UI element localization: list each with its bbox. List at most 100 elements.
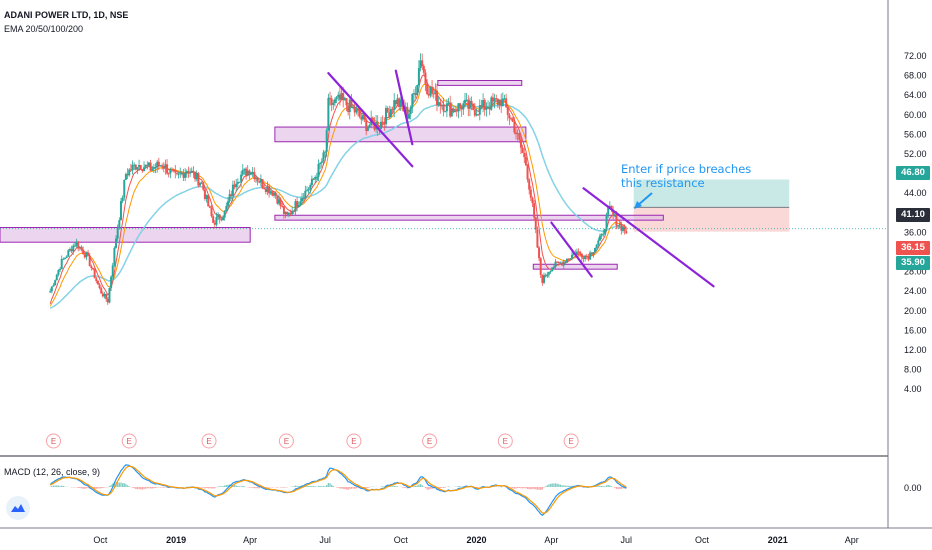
- earnings-marker: [121, 433, 137, 449]
- candle-body: [536, 229, 539, 248]
- candle-body: [213, 222, 216, 225]
- candle-body: [268, 186, 271, 194]
- candle-body: [373, 122, 376, 130]
- candle-body: [557, 261, 560, 263]
- candle-body: [467, 99, 470, 109]
- candle-body: [602, 233, 605, 235]
- candle-body: [77, 241, 80, 249]
- candle-body: [223, 210, 226, 218]
- candle-body: [151, 168, 154, 171]
- candle-body: [116, 228, 119, 239]
- candle-body: [613, 214, 616, 216]
- earnings-marker: [563, 433, 579, 449]
- candle-body: [617, 225, 620, 227]
- indicator-label[interactable]: EMA 20/50/100/200: [4, 24, 84, 34]
- candle-body: [603, 228, 606, 234]
- candle-body: [250, 172, 253, 175]
- earnings-marker: [278, 433, 294, 449]
- candle-body: [143, 167, 146, 172]
- candle-body: [371, 117, 374, 123]
- x-tick-label: 2020: [466, 535, 486, 545]
- tradingview-logo[interactable]: [6, 496, 30, 520]
- candle-body: [485, 107, 488, 110]
- candle-body: [203, 189, 206, 199]
- candle-body: [345, 98, 348, 106]
- candle-body: [205, 195, 208, 199]
- candle-body: [235, 183, 238, 188]
- earnings-marker-label: E: [284, 437, 289, 446]
- macd-signal-line: [49, 465, 627, 514]
- candle-body: [338, 94, 341, 100]
- candle-body: [133, 164, 136, 166]
- symbol-title[interactable]: ADANI POWER LTD, 1D, NSE: [4, 10, 129, 20]
- candle-body: [179, 173, 182, 175]
- support-resistance-zone: [532, 263, 618, 270]
- candle-body: [597, 240, 600, 245]
- y-tick-label: 20.00: [904, 306, 927, 316]
- candle-body: [121, 197, 124, 202]
- candle-body: [310, 178, 313, 186]
- candle-body: [291, 211, 294, 215]
- candle-body: [152, 167, 155, 169]
- candle-body: [598, 235, 601, 241]
- candle-body: [585, 255, 588, 257]
- target-zone: [633, 179, 790, 208]
- candle-body: [452, 108, 455, 113]
- earnings-marker-label: E: [206, 437, 211, 446]
- candle-body: [55, 274, 58, 281]
- candle-body: [429, 86, 432, 96]
- earnings-marker-label: E: [427, 437, 432, 446]
- candle-body: [542, 275, 545, 283]
- candle-body: [309, 185, 312, 189]
- earnings-marker-label: E: [503, 437, 508, 446]
- candle-body: [141, 170, 144, 172]
- candle-body: [161, 165, 164, 167]
- candle-body: [72, 245, 75, 252]
- candle-body: [164, 164, 167, 169]
- candle-body: [404, 106, 407, 112]
- candle-body: [138, 165, 141, 168]
- candle-body: [439, 102, 442, 107]
- candle-body: [100, 288, 103, 294]
- candle-body: [556, 261, 559, 263]
- price-tag-last: 35.90: [896, 256, 930, 270]
- candle-body: [208, 206, 211, 208]
- candle-body: [569, 258, 572, 260]
- candle-body: [608, 205, 611, 207]
- candle-body: [324, 151, 327, 153]
- candle-body: [612, 209, 615, 215]
- candle-body: [128, 169, 131, 176]
- earnings-marker-label: E: [351, 437, 356, 446]
- annotation-line: this resistance: [621, 176, 705, 190]
- candle-body: [358, 110, 361, 117]
- candle-body: [253, 171, 256, 180]
- candle-body: [261, 179, 264, 189]
- macd-label[interactable]: MACD (12, 26, close, 9): [4, 467, 101, 477]
- candle-body: [327, 97, 330, 131]
- candle-body: [215, 217, 218, 225]
- x-tick-label: 2021: [768, 535, 788, 545]
- candle-body: [282, 206, 285, 215]
- candle-body: [147, 162, 150, 166]
- candle-body: [73, 245, 76, 247]
- x-tick-label: Oct: [695, 535, 710, 545]
- x-tick-label: Jul: [621, 535, 633, 545]
- candle-body: [190, 170, 193, 173]
- candle-body: [264, 188, 267, 193]
- candle-body: [222, 217, 225, 221]
- candle-body: [251, 171, 254, 173]
- candle-body: [50, 286, 53, 292]
- candle-body: [460, 106, 463, 110]
- candle-body: [83, 254, 86, 258]
- y-tick-label: 68.00: [904, 71, 927, 81]
- candle-body: [356, 109, 359, 111]
- candle-body: [64, 257, 67, 259]
- candle-body: [192, 170, 195, 172]
- candle-body: [607, 206, 610, 215]
- candle-body: [154, 167, 157, 169]
- y-tick-label: 24.00: [904, 286, 927, 296]
- candle-body: [431, 86, 434, 94]
- candle-body: [594, 248, 597, 253]
- candle-body: [101, 293, 104, 297]
